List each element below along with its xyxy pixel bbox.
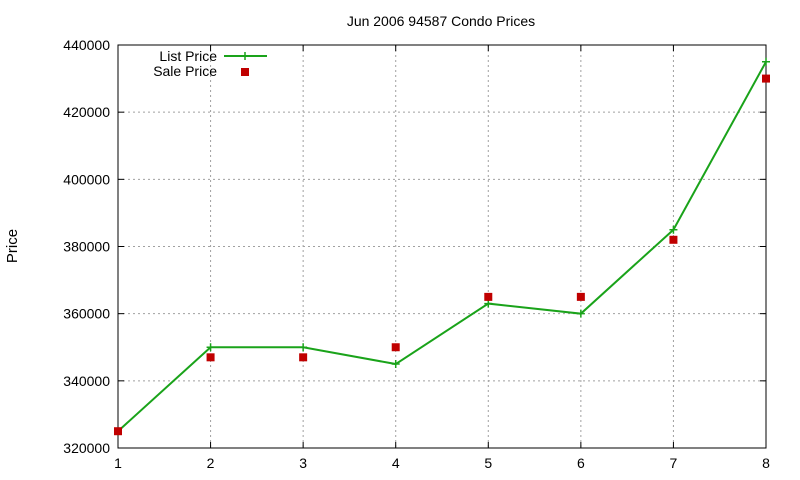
series-layer [114, 57, 770, 436]
sale-price-point [484, 292, 493, 301]
sale-price-point [762, 74, 770, 83]
sale-price-point [669, 235, 678, 244]
axis-ticks: 1 2 3 4 5 6 7 8 320000 340000 360000 380000 400000 42… [63, 37, 770, 471]
list-price-point [576, 309, 585, 318]
y-tick-label: 440000 [63, 37, 110, 53]
grid-lines [118, 45, 766, 448]
x-tick-label: 1 [114, 455, 122, 471]
list-price-point [299, 343, 308, 352]
legend-label-sale-price: Sale Price [153, 63, 217, 79]
legend-marker-list-price [241, 52, 249, 60]
legend-label-list-price: List Price [159, 48, 217, 64]
list-price-point [206, 343, 215, 352]
x-tick-label: 8 [762, 455, 770, 471]
list-price-point [391, 360, 400, 369]
plot-frame [117, 44, 767, 449]
x-tick-label: 4 [392, 455, 400, 471]
x-tick-label: 5 [484, 455, 492, 471]
list-price-point [484, 299, 493, 308]
x-tick-label: 6 [577, 455, 585, 471]
legend-swatch-sale-price [241, 68, 249, 76]
x-tick-label: 7 [670, 455, 678, 471]
sale-price-point [206, 353, 215, 362]
y-axis-label: Price [4, 229, 21, 263]
sale-price-point [576, 292, 585, 301]
list-price-line [117, 61, 767, 432]
sale-price-point [299, 353, 308, 362]
x-tick-label: 2 [207, 455, 215, 471]
sale-price-point [391, 343, 400, 352]
chart-title: Jun 2006 94587 Condo Prices [347, 13, 535, 29]
list-price-point [762, 57, 770, 66]
y-tick-label: 400000 [63, 171, 110, 187]
y-tick-label: 340000 [63, 373, 110, 389]
sale-price-point [114, 427, 122, 436]
y-tick-label: 360000 [63, 306, 110, 322]
y-tick-label: 420000 [63, 104, 110, 120]
list-price-point [669, 225, 678, 234]
x-tick-label: 3 [299, 455, 307, 471]
y-tick-label: 320000 [63, 440, 110, 456]
y-tick-label: 380000 [63, 239, 110, 255]
